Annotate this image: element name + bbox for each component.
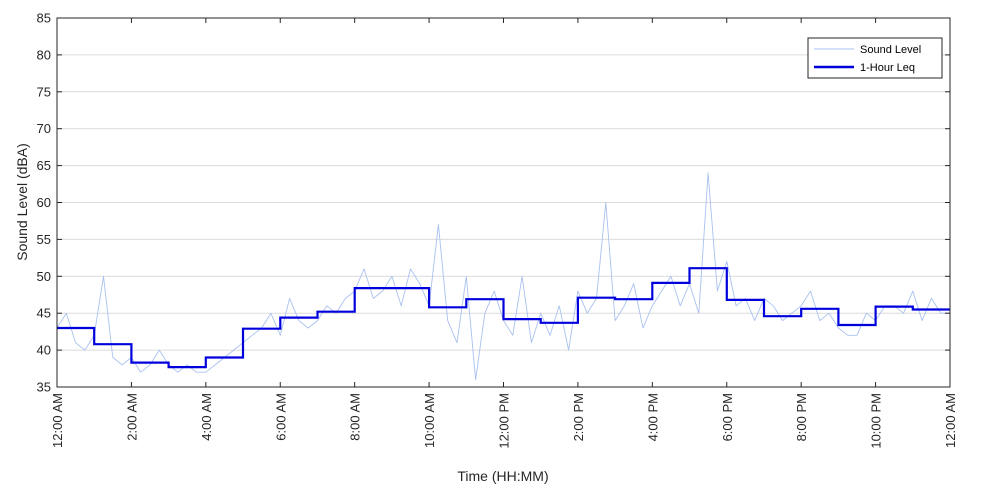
x-tick-label: 10:00 PM [869, 393, 884, 449]
y-tick-label: 60 [37, 195, 51, 210]
y-tick-label: 80 [37, 47, 51, 62]
x-tick-label: 6:00 PM [720, 393, 735, 441]
legend-box [807, 37, 943, 79]
y-tick-label: 85 [37, 11, 51, 26]
y-axis-ticks: 35 40 45 50 55 60 65 70 75 80 85 [37, 11, 950, 395]
x-tick-label: 6:00 AM [273, 393, 288, 441]
x-tick-label: 12:00 AM [50, 393, 65, 448]
x-tick-label: 10:00 AM [422, 393, 437, 448]
y-tick-label: 75 [37, 84, 51, 99]
y-tick-label: 70 [37, 121, 51, 136]
x-tick-label: 4:00 PM [645, 393, 660, 441]
x-tick-label: 8:00 AM [348, 393, 363, 441]
x-tick-label: 8:00 PM [794, 393, 809, 441]
x-tick-label: 2:00 PM [571, 393, 586, 441]
legend-label-1-hour-leq: 1-Hour Leq [860, 62, 915, 74]
series-layer [56, 172, 950, 381]
y-tick-label: 45 [37, 306, 51, 321]
y-tick-label: 35 [37, 380, 51, 395]
x-tick-label: 12:00 PM [497, 393, 512, 449]
y-tick-label: 65 [37, 158, 51, 173]
y-tick-label: 40 [37, 343, 51, 358]
y-tick-label: 55 [37, 232, 51, 247]
legend-label-sound-level: Sound Level [860, 44, 921, 56]
series-line-sound-level [56, 172, 950, 381]
x-tick-label: 12:00 AM [943, 393, 958, 448]
x-tick-label: 4:00 AM [199, 393, 214, 441]
y-axis-label: Sound Level (dBA) [14, 143, 30, 261]
x-axis-ticks: 12:00 AM 2:00 AM 4:00 AM 6:00 AM 8:00 AM 10:0… [50, 18, 958, 449]
y-tick-label: 50 [37, 269, 51, 284]
series-line-1-hour-leq [57, 267, 950, 369]
legend: Sound Level 1-Hour Leq [807, 37, 943, 79]
x-tick-label: 2:00 AM [124, 393, 139, 441]
x-axis-label: Time (HH:MM) [457, 468, 548, 484]
